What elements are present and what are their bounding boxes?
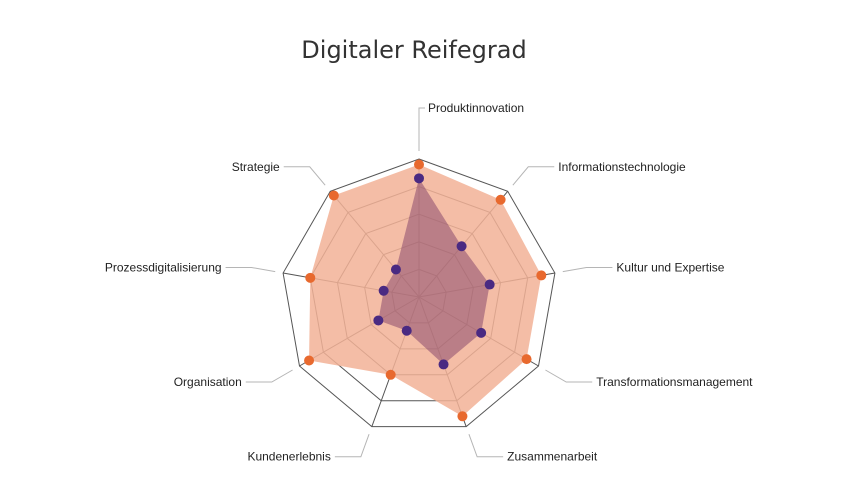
label-leader-line: [283, 166, 326, 186]
data-point: [476, 327, 487, 338]
axis-label: Strategie: [232, 160, 280, 174]
data-point: [385, 369, 396, 380]
axis-label: Informationstechnologie: [558, 160, 686, 174]
data-point: [328, 190, 339, 201]
data-point: [390, 264, 401, 275]
axis-label: Kultur und Expertise: [616, 260, 724, 274]
radar-series: [304, 159, 547, 422]
data-point: [305, 272, 316, 283]
data-point: [495, 194, 506, 205]
axis-label: Transformationsmanagement: [596, 375, 753, 389]
radar-axis-labels: Produktinnovation Informationstechnologie…: [105, 101, 753, 464]
data-point: [521, 354, 532, 365]
label-leader-line: [225, 266, 276, 273]
data-point: [536, 270, 547, 281]
label-leader-line: [245, 369, 293, 383]
data-point: [438, 359, 449, 370]
data-point: [378, 285, 389, 296]
label-leader-line: [545, 369, 593, 383]
label-leader-line: [562, 266, 613, 273]
label-leader-line: [418, 107, 425, 151]
chart-title: Digitaler Reifegrad: [301, 36, 526, 64]
data-point: [304, 355, 315, 366]
axis-label: Kundenerlebnis: [247, 450, 330, 464]
grid-ring-5: [282, 158, 556, 428]
data-point: [401, 325, 412, 336]
axis-label: Organisation: [174, 375, 242, 389]
label-leader-line: [334, 434, 370, 458]
data-point: [414, 159, 424, 170]
data-point: [414, 173, 424, 184]
data-point: [457, 411, 468, 422]
axis-label: Produktinnovation: [428, 101, 524, 115]
data-point: [373, 315, 384, 326]
label-leader-line: [468, 434, 504, 458]
data-point: [456, 241, 467, 252]
axis-label: Prozessdigitalisierung: [105, 260, 222, 274]
label-leader-line: [512, 166, 555, 186]
data-point: [484, 279, 495, 290]
axis-label: Zusammenarbeit: [507, 450, 598, 464]
series-area-2: [378, 178, 490, 365]
